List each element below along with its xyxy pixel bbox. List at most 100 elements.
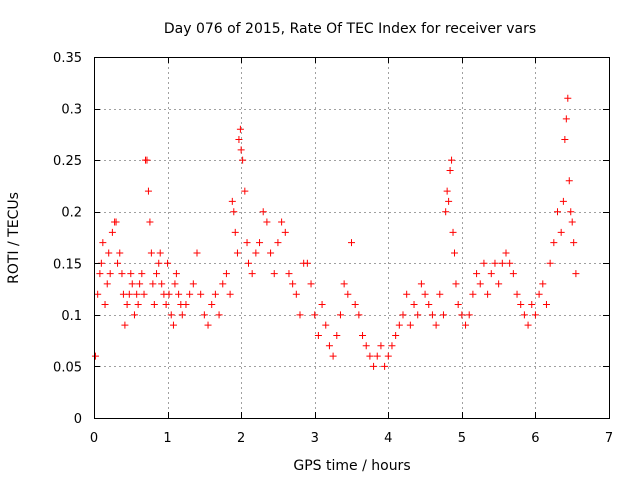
data-point (381, 362, 389, 370)
y-tick-label: 0.1 (61, 309, 82, 324)
data-point (105, 249, 113, 257)
data-point (531, 311, 539, 319)
data-point (491, 259, 499, 267)
data-point (128, 280, 136, 288)
data-point (564, 94, 572, 102)
data-point (559, 197, 567, 205)
data-point (439, 311, 447, 319)
data-point (303, 259, 311, 267)
data-point (570, 239, 578, 247)
data-point (520, 311, 528, 319)
data-point (517, 301, 525, 309)
data-point (123, 301, 131, 309)
data-point (237, 146, 245, 154)
data-point (546, 259, 554, 267)
data-point (193, 249, 201, 257)
data-point (289, 280, 297, 288)
data-point (171, 280, 179, 288)
data-point (451, 249, 458, 257)
x-tick-label: 2 (237, 431, 245, 446)
data-point (425, 301, 433, 309)
data-point (557, 228, 565, 236)
data-point (406, 321, 414, 329)
y-tick-label: 0 (74, 412, 82, 427)
data-point (215, 311, 223, 319)
data-point (285, 270, 293, 278)
data-point (550, 239, 558, 247)
data-point (101, 301, 109, 309)
data-point (414, 311, 422, 319)
data-point (340, 280, 348, 288)
data-point (248, 270, 256, 278)
data-point (384, 352, 392, 360)
data-point (445, 197, 453, 205)
data-point (325, 342, 333, 350)
data-point (473, 270, 481, 278)
gridlines (94, 57, 609, 418)
data-point (524, 321, 532, 329)
data-point (333, 331, 341, 339)
y-tick-labels: 0 0.05 0.1 0.15 0.2 0.25 0.3 0.35 (53, 51, 82, 427)
data-point (348, 239, 355, 247)
data-point (392, 331, 400, 339)
data-point (355, 311, 363, 319)
data-point (428, 311, 436, 319)
data-point (336, 311, 344, 319)
data-point (108, 228, 116, 236)
data-point (158, 280, 166, 288)
data-point (91, 352, 99, 360)
data-point (443, 187, 451, 195)
data-point (233, 249, 241, 257)
chart-title: Day 076 of 2015, Rate Of TEC Index for r… (164, 21, 536, 37)
y-tick-label: 0.2 (61, 206, 82, 221)
data-point (236, 125, 244, 133)
data-point (568, 218, 576, 226)
data-point (567, 208, 575, 216)
data-point (487, 270, 495, 278)
y-tick-label: 0.3 (61, 103, 82, 118)
data-point (318, 301, 326, 309)
data-point (165, 290, 173, 298)
data-point (388, 342, 396, 350)
data-point (211, 290, 219, 298)
data-point (130, 311, 138, 319)
data-point (112, 218, 120, 226)
data-point (432, 321, 440, 329)
data-point (454, 301, 462, 309)
data-point (442, 208, 450, 216)
data-point (370, 362, 378, 370)
x-tick-label: 1 (163, 431, 171, 446)
data-point (136, 280, 144, 288)
data-point (226, 290, 234, 298)
data-point (267, 249, 275, 257)
y-tick-label: 0.05 (53, 360, 82, 375)
data-point (140, 290, 148, 298)
data-point (314, 331, 322, 339)
data-point (554, 208, 561, 216)
data-point (373, 352, 381, 360)
data-point (169, 321, 177, 329)
data-point (96, 270, 104, 278)
data-point (155, 259, 163, 267)
data-point (222, 270, 230, 278)
data-point (366, 352, 374, 360)
data-point (274, 239, 282, 247)
data-point (572, 270, 580, 278)
data-point (421, 290, 429, 298)
plot-frame (94, 57, 610, 419)
x-tick-label: 7 (605, 431, 613, 446)
data-point (509, 270, 517, 278)
data-point (256, 239, 264, 247)
data-point (403, 290, 411, 298)
data-point (351, 301, 359, 309)
data-point (134, 301, 142, 309)
data-point (178, 311, 186, 319)
data-point (399, 311, 407, 319)
data-point (498, 259, 506, 267)
x-tick-label: 5 (458, 431, 466, 446)
data-point (561, 136, 569, 144)
data-point (230, 208, 238, 216)
data-point (292, 290, 300, 298)
data-point (138, 270, 146, 278)
